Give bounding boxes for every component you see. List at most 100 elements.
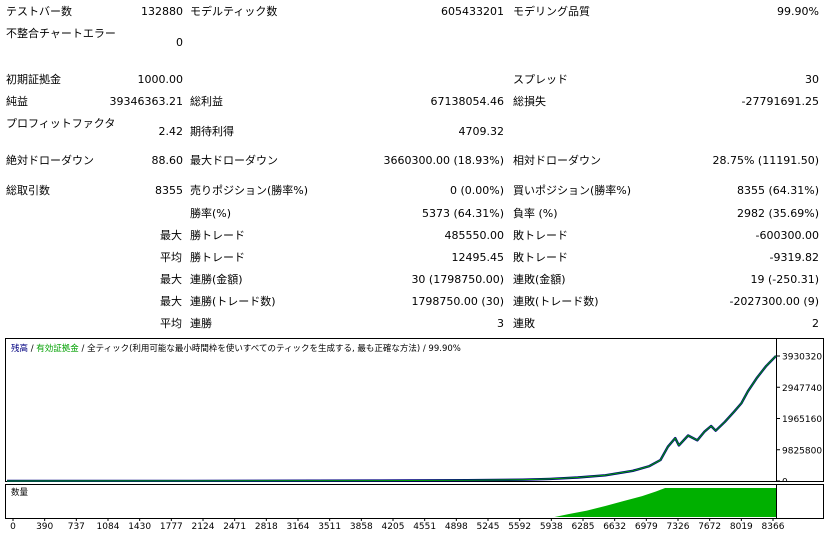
- avg-consec-wins-label: 連勝: [190, 317, 212, 330]
- model-ticks-value: 605433201: [441, 5, 504, 18]
- x-tick-label: 5245: [477, 522, 500, 532]
- gross-profit-value: 67138054.46: [430, 95, 504, 108]
- avg-consec-wins-prefix: 平均: [160, 317, 182, 330]
- rel-drawdown-label: 相対ドローダウン: [513, 154, 601, 167]
- short-positions-value: 0 (0.00%): [449, 184, 504, 197]
- consec-wins-amount-label: 連勝(金額): [190, 273, 243, 286]
- consec-losses-count-value: -2027300.00 (9): [729, 295, 819, 308]
- average-loss-value: -9319.82: [769, 251, 819, 264]
- y-tick-label: 9825800: [782, 446, 822, 456]
- consec-losses-amount-label: 連敗(金額): [513, 273, 566, 286]
- win-rate-label: 勝率(%): [190, 207, 232, 220]
- x-tick-label: 0: [10, 522, 16, 532]
- chart-title-equity: 有効証拠金: [36, 343, 79, 354]
- model-quality-label: モデリング品質: [513, 5, 590, 18]
- consec-wins-count-prefix: 最大: [160, 295, 182, 308]
- long-positions-value: 8355 (64.31%): [736, 184, 819, 197]
- abs-drawdown-value: 88.60: [151, 154, 184, 167]
- total-trades-value: 8355: [155, 184, 183, 197]
- x-tick-label: 1430: [128, 522, 151, 532]
- x-tick-label: 4898: [445, 522, 468, 532]
- gross-loss-label: 総損失: [513, 95, 546, 108]
- total-trades-label: 総取引数: [6, 184, 50, 197]
- x-tick-label: 6632: [603, 522, 626, 532]
- mismatch-errors-label: 不整合チャートエラー: [6, 27, 116, 40]
- average-win-prefix: 平均: [160, 251, 182, 264]
- net-profit-value: 39346363.21: [109, 95, 183, 108]
- average-win-label: 勝トレード: [190, 251, 245, 264]
- consec-wins-amount-value: 30 (1798750.00): [411, 273, 504, 286]
- x-tick-label: 390: [36, 522, 53, 532]
- rel-drawdown-value: 28.75% (11191.50): [712, 154, 819, 167]
- model-ticks-label: モデルティック数: [190, 5, 278, 18]
- consec-losses-amount-value: 19 (-250.31): [750, 273, 819, 286]
- test-bars-label: テストバー数: [6, 5, 72, 18]
- expected-payoff-label: 期待利得: [190, 125, 234, 138]
- consec-wins-amount-prefix: 最大: [160, 273, 182, 286]
- largest-win-value: 485550.00: [444, 229, 505, 242]
- largest-win-label: 勝トレード: [190, 229, 245, 242]
- chart-frame: [5, 338, 824, 482]
- consec-losses-count-label: 連敗(トレード数): [513, 295, 599, 308]
- y-tick-label: 19651601: [782, 415, 824, 425]
- net-profit-label: 純益: [6, 95, 28, 108]
- initial-deposit-value: 1000.00: [137, 73, 184, 86]
- long-positions-label: 買いポジション(勝率%): [513, 184, 632, 197]
- x-tick-label: 7326: [667, 522, 690, 532]
- x-tick-label: 3164: [287, 522, 310, 532]
- profit-factor-label: プロフィットファクタ: [6, 117, 116, 130]
- chart-title-rest: / 全ティック(利用可能な最小時間枠を使いすべてのティックを生成する, 最も正確…: [79, 343, 461, 354]
- x-tick-label: 8019: [730, 522, 753, 532]
- profit-factor-value: 2.42: [158, 125, 184, 138]
- x-tick-label: 4205: [382, 522, 405, 532]
- consec-wins-count-label: 連勝(トレード数): [190, 295, 276, 308]
- avg-consec-wins-value: 3: [497, 317, 504, 330]
- x-tick-label: 2124: [192, 522, 215, 532]
- avg-consec-losses-label: 連敗: [513, 317, 535, 330]
- consec-wins-count-value: 1798750.00 (30): [411, 295, 504, 308]
- abs-drawdown-label: 絶対ドローダウン: [6, 154, 94, 167]
- x-tick-label: 4551: [413, 522, 436, 532]
- spread-value: 30: [805, 73, 819, 86]
- y-tick-label: 29477401: [782, 384, 824, 394]
- loss-rate-label: 負率 (%): [513, 207, 558, 220]
- model-quality-value: 99.90%: [777, 5, 819, 18]
- average-loss-label: 敗トレード: [513, 251, 568, 264]
- volume-chart: 数量 0 390 737 1084 1430 1777 2124 2471 2818 3164 351…: [5, 484, 824, 532]
- volume-area: [7, 488, 776, 517]
- balance-chart: 残高 / 有効証拠金 / 全ティック(利用可能な最小時間枠を使いすべてのティック…: [5, 338, 824, 482]
- volume-title: 数量: [11, 487, 29, 498]
- chart-title-balance: 残高: [11, 343, 28, 354]
- x-tick-label: 5592: [508, 522, 531, 532]
- average-win-value: 12495.45: [451, 251, 505, 264]
- report-stats: テストバー数 132880 モデルティック数 605433201 モデリング品質…: [6, 5, 819, 330]
- largest-loss-value: -600300.00: [755, 229, 819, 242]
- x-tick-label: 8366: [762, 522, 785, 532]
- equity-line: [6, 355, 777, 482]
- y-tick-label: 39303201: [782, 353, 824, 363]
- gross-profit-label: 総利益: [190, 95, 223, 108]
- chart-title: 残高 / 有効証拠金 / 全ティック(利用可能な最小時間枠を使いすべてのティック…: [11, 343, 461, 354]
- x-tick-label: 6979: [635, 522, 658, 532]
- x-tick-label: 737: [68, 522, 85, 532]
- x-tick-label: 6285: [572, 522, 595, 532]
- x-tick-label: 1777: [160, 522, 183, 532]
- x-tick-label: 3511: [318, 522, 341, 532]
- x-tick-label: 2471: [223, 522, 246, 532]
- x-tick-label: 2818: [255, 522, 278, 532]
- largest-win-prefix: 最大: [160, 229, 182, 242]
- max-drawdown-label: 最大ドローダウン: [190, 154, 278, 167]
- largest-loss-label: 敗トレード: [513, 229, 568, 242]
- short-positions-label: 売りポジション(勝率%): [190, 184, 309, 197]
- gross-loss-value: -27791691.25: [741, 95, 819, 108]
- x-tick-label: 5938: [540, 522, 563, 532]
- mismatch-errors-value: 0: [176, 36, 183, 49]
- x-tick-label: 1084: [97, 522, 120, 532]
- initial-deposit-label: 初期証拠金: [6, 73, 61, 86]
- spread-label: スプレッド: [513, 73, 568, 86]
- loss-rate-value: 2982 (35.69%): [736, 207, 819, 220]
- test-bars-value: 132880: [141, 5, 183, 18]
- win-rate-value: 5373 (64.31%): [421, 207, 504, 220]
- x-tick-label: 7672: [698, 522, 721, 532]
- y-tick-label: 0: [782, 478, 788, 483]
